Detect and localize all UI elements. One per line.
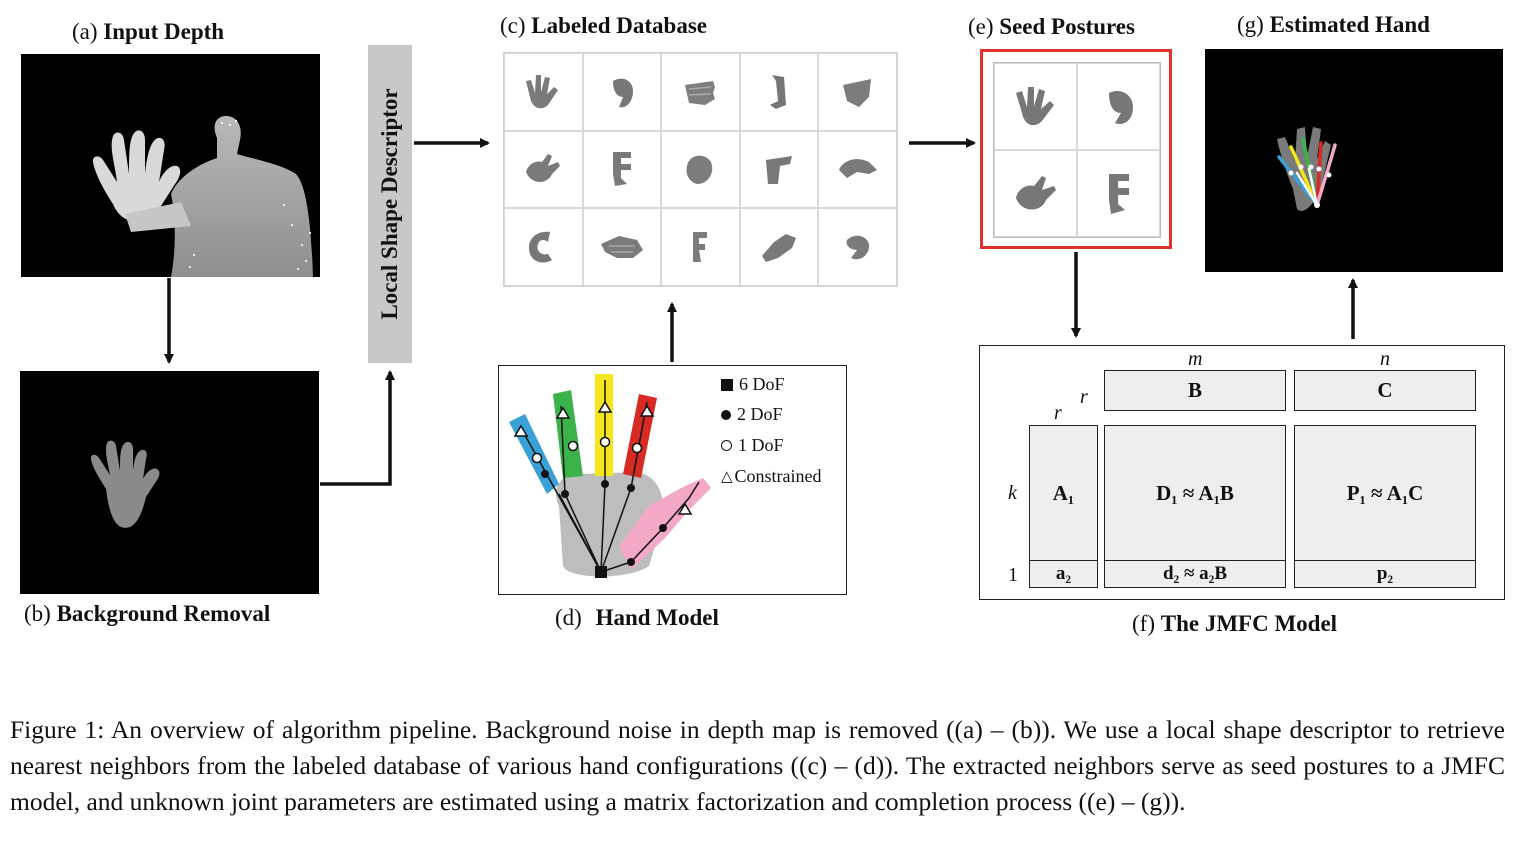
legend-constrained-label: Constrained <box>734 466 822 486</box>
matrix-A1: A₁ <box>1029 425 1098 561</box>
database-hand-cell <box>818 130 897 209</box>
vector-p2: p₂ <box>1294 560 1476 588</box>
middle-finger <box>595 374 613 476</box>
panel-e-prefix: (e) <box>968 14 994 39</box>
vector-d2: d₂ ≈ a₂B <box>1104 560 1286 588</box>
hand-model-diagram <box>509 374 711 578</box>
database-hand-cell <box>582 208 662 286</box>
estimated-hand-image <box>1205 49 1503 272</box>
legend-2dof-label: 2 DoF <box>737 404 783 424</box>
panel-c-prefix: (c) <box>500 13 526 38</box>
database-hand-cell <box>582 53 662 131</box>
database-hand-cell <box>661 130 740 209</box>
panel-g-prefix: (g) <box>1237 12 1264 37</box>
seed-hand-cell <box>1077 150 1160 237</box>
legend-2dof: 2 DoF <box>721 404 783 425</box>
panel-a-prefix: (a) <box>72 19 98 44</box>
database-hand-cell <box>504 208 583 286</box>
database-hand-cell <box>818 53 897 131</box>
legend-6dof: 6 DoF <box>721 374 785 395</box>
dim-one: 1 <box>1008 564 1018 586</box>
background-removed-image <box>20 371 319 594</box>
database-hand-cell <box>739 208 819 286</box>
dim-r-left: r <box>1054 402 1062 424</box>
database-hand-cell <box>661 53 740 131</box>
dim-k: k <box>1008 482 1017 504</box>
local-shape-descriptor-label: Local Shape Descriptor <box>377 88 402 320</box>
dim-r-top: r <box>1080 386 1088 408</box>
square-icon <box>721 378 733 391</box>
dot-icon <box>721 409 731 420</box>
input-depth-image <box>21 54 320 277</box>
legend-1dof: 1 DoF <box>721 435 784 456</box>
panel-e-label: (e) Seed Postures <box>968 15 1135 38</box>
circle-icon <box>721 440 732 451</box>
legend-1dof-label: 1 DoF <box>738 435 784 455</box>
panel-b-title: Background Removal <box>56 601 271 626</box>
seed-hand-cell <box>994 63 1077 150</box>
database-hand-cell <box>818 208 897 286</box>
panel-f-prefix: (f) <box>1132 611 1155 636</box>
database-hand-cell <box>582 130 662 209</box>
panel-c-label: (c) Labeled Database <box>500 14 707 37</box>
segmented-hand <box>90 440 160 528</box>
jmfc-model-panel: m n r r k 1 B C A₁ D₁ ≈ A₁B P₁ ≈ A₁C a₂ … <box>979 345 1505 600</box>
dim-n: n <box>1380 348 1390 370</box>
panel-c-title: Labeled Database <box>531 13 707 38</box>
database-hand-cell <box>504 130 583 209</box>
input-depth-scene <box>92 116 313 277</box>
local-shape-descriptor-bar: Local Shape Descriptor <box>368 45 412 363</box>
panel-e-title: Seed Postures <box>999 14 1135 39</box>
matrix-C: C <box>1294 370 1476 411</box>
database-hand-cell <box>504 53 583 131</box>
database-hand-cell <box>739 130 819 209</box>
panel-b-label: (b) Background Removal <box>24 602 270 625</box>
panel-b-prefix: (b) <box>24 601 51 626</box>
ring-finger <box>553 390 583 478</box>
vector-a2: a₂ <box>1029 560 1098 588</box>
wrist-joint <box>595 566 607 578</box>
matrix-P1: P₁ ≈ A₁C <box>1294 425 1476 561</box>
legend-6dof-label: 6 DoF <box>739 374 785 394</box>
dim-m: m <box>1188 348 1203 370</box>
legend-constrained: △ Constrained <box>721 466 822 487</box>
seed-postures-frame <box>980 49 1172 249</box>
labeled-database-grid <box>503 52 898 287</box>
panel-f-label: (f) The JMFC Model <box>1132 612 1337 635</box>
thumb-finger <box>619 478 711 570</box>
panel-f-title: The JMFC Model <box>1160 611 1338 636</box>
matrix-B: B <box>1104 370 1286 411</box>
database-hand-cell <box>661 208 740 286</box>
panel-d-title: Hand Model <box>595 605 719 630</box>
panel-g-title: Estimated Hand <box>1269 12 1430 37</box>
panel-d-prefix: (d) <box>555 605 582 630</box>
seed-postures-grid <box>993 62 1161 238</box>
arrow-b-to-descriptor <box>320 370 395 486</box>
estimated-hand-overlay <box>1277 127 1337 211</box>
triangle-icon: △ <box>721 469 733 485</box>
seed-hand-cell <box>1077 63 1160 150</box>
panel-g-label: (g) Estimated Hand <box>1237 13 1430 36</box>
hand-model-panel: 6 DoF 2 DoF 1 DoF △ Constrained <box>498 365 847 595</box>
panel-a-label: (a) Input Depth <box>72 20 224 43</box>
database-hand-cell <box>739 53 819 131</box>
panel-d-label: (d) Hand Model <box>555 606 719 629</box>
figure-caption: Figure 1: An overview of algorithm pipel… <box>10 715 1505 816</box>
seed-hand-cell <box>994 150 1077 237</box>
matrix-D1: D₁ ≈ A₁B <box>1104 425 1286 561</box>
panel-a-title: Input Depth <box>103 19 225 44</box>
